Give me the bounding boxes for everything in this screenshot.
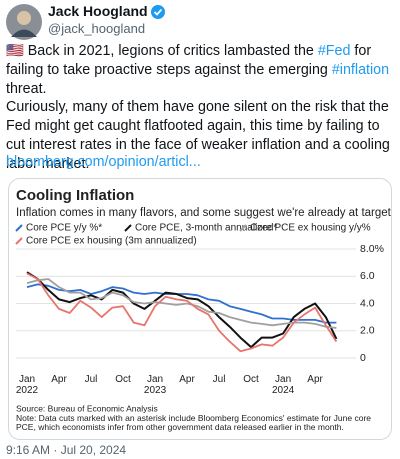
x-tick-label: Oct [243,374,259,385]
chart-card[interactable] [8,178,392,440]
y-tick-label: 6.0 [360,270,375,282]
y-tick-label: 4.0 [360,297,375,309]
x-tick-label: Jan 2023 [143,374,167,396]
text-segment: 🇺🇸 Back in 2021, legions of critics lamb… [6,43,318,59]
text-segment: threat. [6,81,47,97]
x-tick-label: Jan 2022 [15,374,39,396]
y-tick-label: 0 [360,352,366,364]
line [26,272,338,353]
line [26,283,337,324]
verified-badge [151,5,165,19]
y-tick-label: 2.0 [360,325,375,337]
x-tick-label: Jan 2024 [271,374,295,396]
legend-swatch [15,224,23,232]
x-tick-label: Oct [115,374,131,385]
legend-swatch [239,224,247,232]
line [26,271,338,349]
link[interactable]: bloomberg.com/opinion/articl... [6,154,201,170]
note: Note: Data cuts marked with an asterisk … [16,413,372,432]
y-tick-label: 8.0% [360,243,384,255]
tweet-paragraph: Curiously, many of them have gone silent… [6,98,394,174]
x-tick-label: Apr [179,374,195,385]
hashtag[interactable]: #Fed [317,43,351,59]
x-tick-label: Jul [84,374,98,385]
text-segment: Curiously, many of them have gone silent… [6,99,390,172]
line [26,278,337,329]
chart-subtitle: Inflation comes in many flavors, and som… [16,207,392,219]
source: Source: Bureau of Economic Analysis [16,403,158,413]
author-handle[interactable]: @jack_hoogland [48,21,146,36]
text-segment: for failing to take proactive steps agai… [6,43,372,78]
x-tick-label: Apr [307,374,323,385]
legend-label: Core PCE y/y %* [26,223,102,234]
legend-swatch [124,224,132,232]
x-tick-label: Apr [51,374,67,385]
chart-title: Cooling Inflation [16,187,134,204]
author-name[interactable]: Jack Hoogland [48,3,148,19]
legend-label: Core PCE ex housing y/y% [250,223,371,234]
timestamp: 9:16 AM · Jul 20, 2024 [6,443,127,457]
legend-label: Core PCE ex housing (3m annualized) [26,236,197,247]
legend-label: Core PCE, 3-month annualized* [135,223,277,234]
x-tick-label: Jul [212,374,226,385]
legend-swatch [15,237,23,245]
tweet-paragraph: 🇺🇸 Back in 2021, legions of critics lamb… [6,42,394,99]
hashtag[interactable]: #inflation [331,62,390,78]
avatar[interactable] [6,4,42,40]
